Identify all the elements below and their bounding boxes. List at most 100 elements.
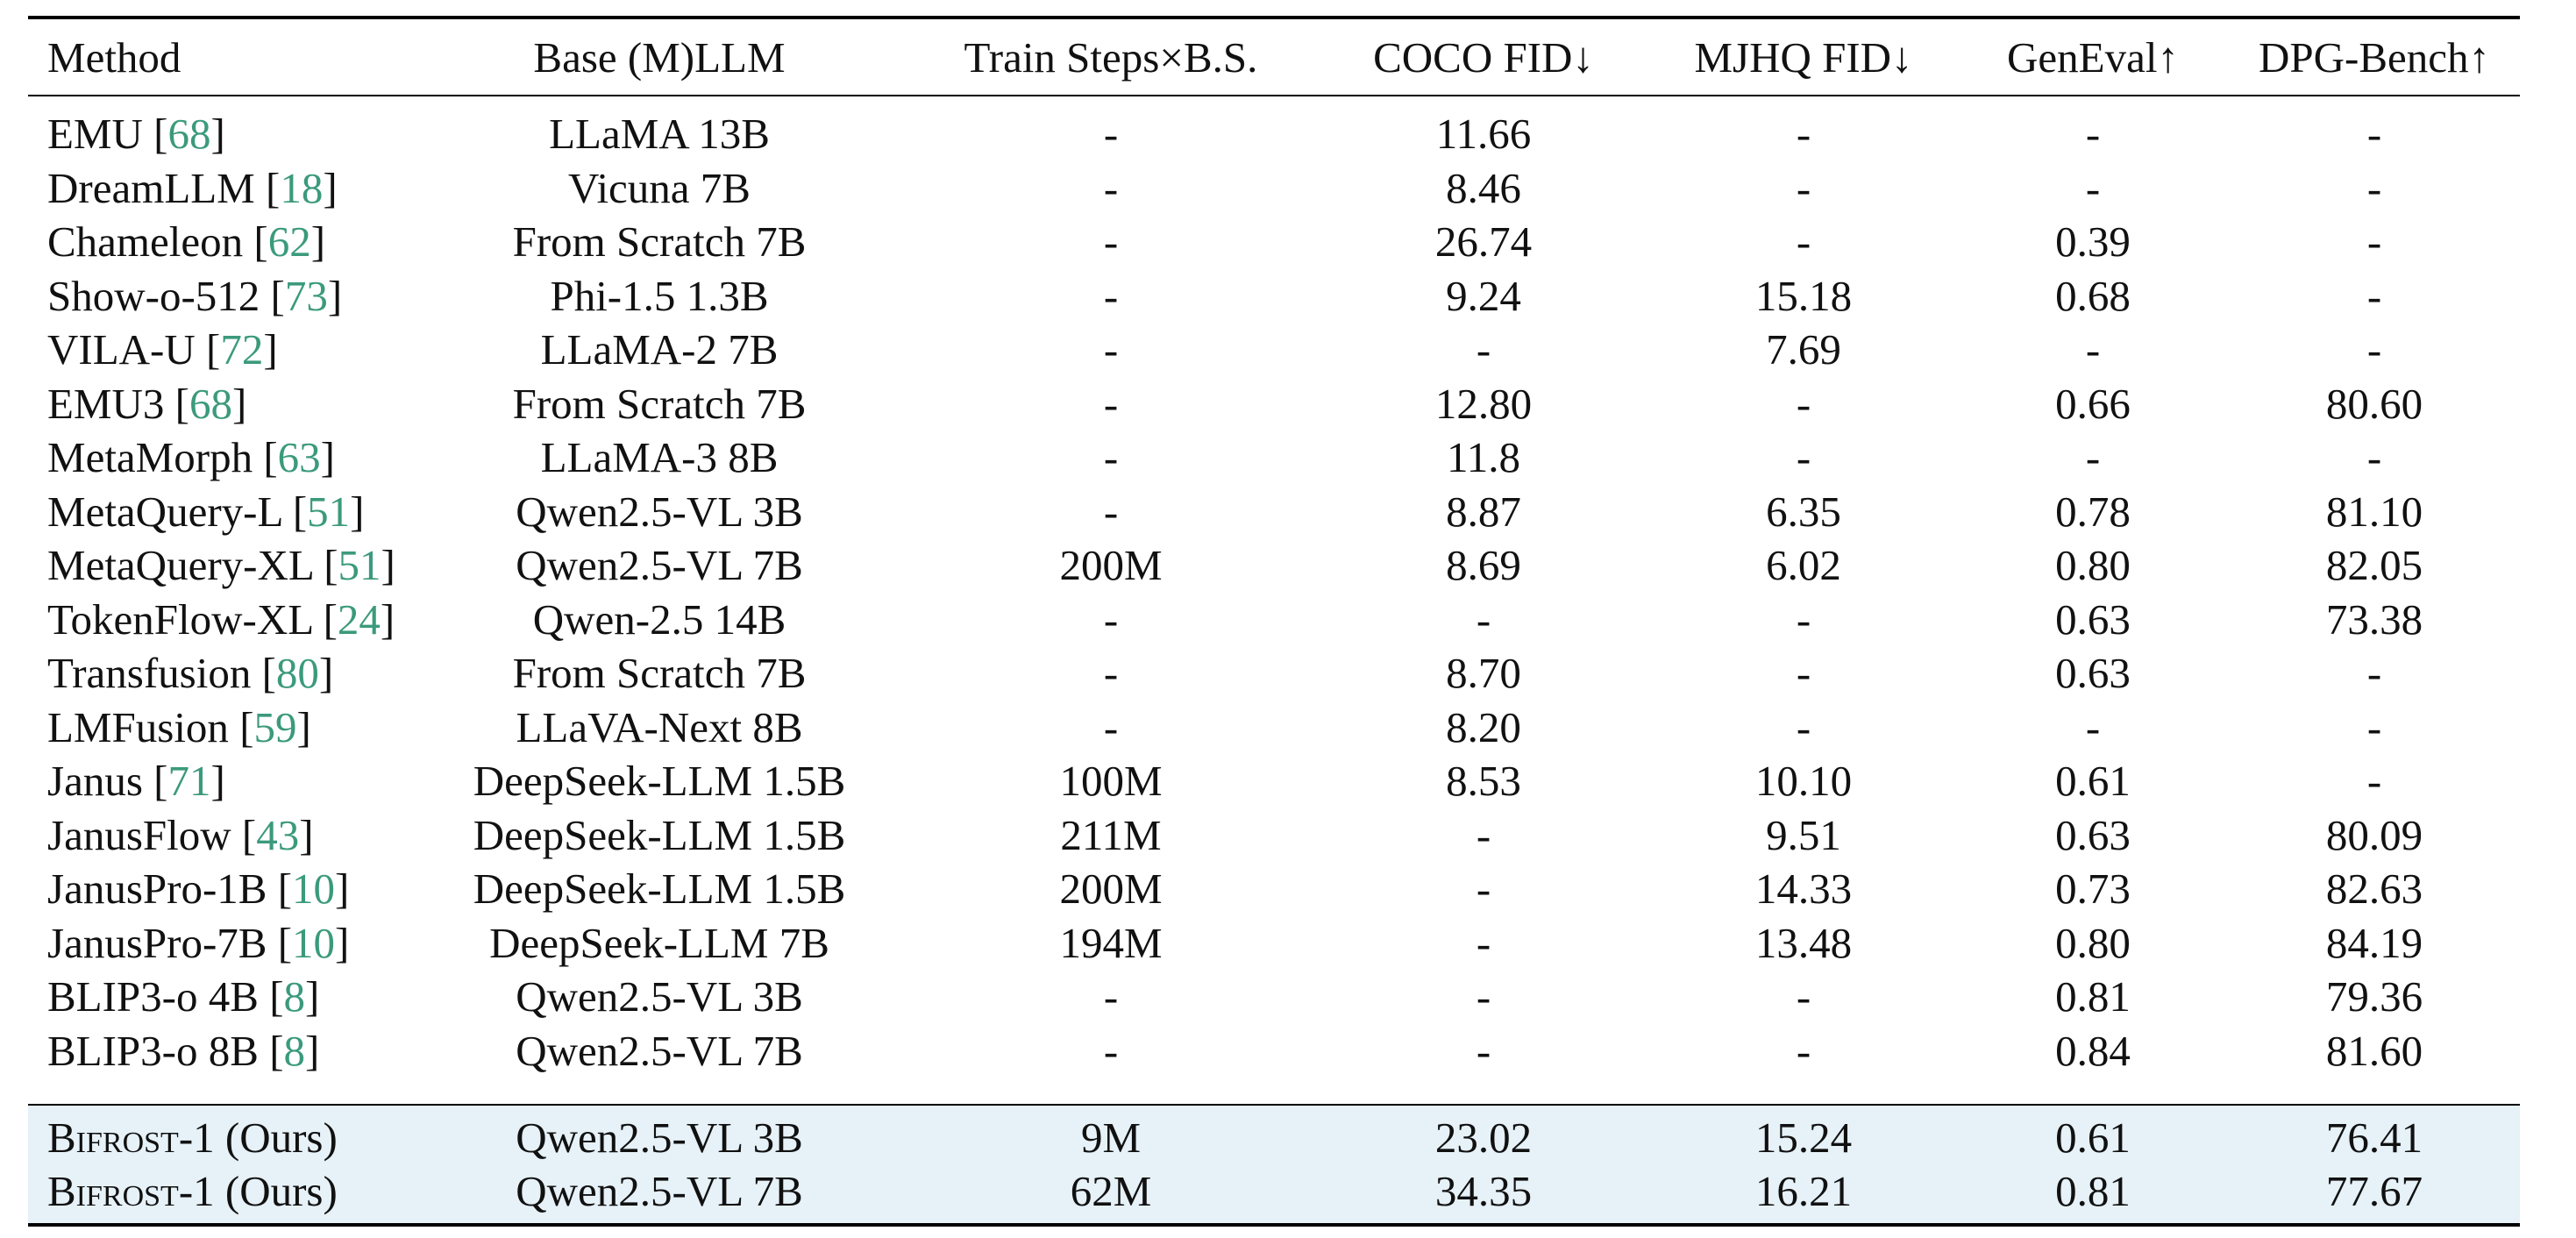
citation-number[interactable]: 72 xyxy=(220,325,264,374)
dpg-bench-cell: 84.19 xyxy=(2325,918,2423,967)
citation[interactable]: [51] xyxy=(292,487,365,536)
geneval-cell: 0.80 xyxy=(2055,541,2131,590)
base-llm-cell: Qwen2.5-VL 7B xyxy=(516,1026,803,1075)
coco-fid-cell: 8.70 xyxy=(1446,649,1521,698)
base-llm-cell: DeepSeek-LLM 7B xyxy=(489,918,829,967)
train-steps-cell: 211M xyxy=(1060,810,1162,859)
citation[interactable]: [10] xyxy=(277,918,350,967)
citation[interactable]: [10] xyxy=(277,864,350,914)
coco-fid-cell: 26.74 xyxy=(1434,217,1533,267)
citation-number[interactable]: 63 xyxy=(277,433,321,482)
citation[interactable]: [72] xyxy=(205,325,278,374)
citation-number[interactable]: 18 xyxy=(280,163,324,212)
mjhq-fid-cell: - xyxy=(1796,163,1811,212)
geneval-cell: - xyxy=(2085,433,2101,482)
column-header-base-llm: Base (M)LLM xyxy=(533,32,786,82)
method-cell: MetaMorph [63] xyxy=(28,436,414,479)
mjhq-fid-cell: 16.21 xyxy=(1754,1167,1853,1215)
table-row: MetaQuery-XL [51] Qwen2.5-VL 7B 200M 8.69 6.… xyxy=(28,538,2520,593)
citation[interactable]: [63] xyxy=(263,433,335,482)
citation[interactable]: [80] xyxy=(261,649,334,698)
citation[interactable]: [24] xyxy=(323,594,395,644)
method-cell: JanusFlow [43] xyxy=(28,814,414,857)
train-steps-cell: - xyxy=(1103,487,1119,536)
citation[interactable]: [71] xyxy=(153,757,225,806)
geneval-cell: 0.61 xyxy=(2055,1113,2131,1162)
citation[interactable]: [8] xyxy=(269,972,320,1021)
dpg-bench-cell: 81.10 xyxy=(2325,487,2423,536)
citation[interactable]: [51] xyxy=(324,541,395,590)
results-table: Method Base (M)LLM Train Steps×B.S. COCO… xyxy=(28,16,2520,1227)
mjhq-fid-cell: - xyxy=(1796,217,1811,267)
citation[interactable]: [8] xyxy=(269,1026,320,1075)
citation[interactable]: [62] xyxy=(253,217,326,267)
train-steps-cell: 200M xyxy=(1059,541,1163,590)
citation[interactable]: [59] xyxy=(239,702,311,751)
citation[interactable]: [68] xyxy=(174,379,247,428)
train-steps-cell: - xyxy=(1103,649,1119,698)
table-row: Show-o-512 [73] Phi-1.5 1.3B - 9.24 15.18 0.6… xyxy=(28,269,2520,324)
citation-number[interactable]: 8 xyxy=(283,972,306,1021)
table-row: MetaQuery-L [51] Qwen2.5-VL 3B - 8.87 6.35 0.… xyxy=(28,485,2520,539)
citation-number[interactable]: 68 xyxy=(189,379,232,428)
ours-label: (Ours) xyxy=(224,1167,338,1215)
method-cell: BLIP3-o 8B [8] xyxy=(28,1029,414,1072)
table-row: Janus [71] DeepSeek-LLM 1.5B 100M 8.53 10.10… xyxy=(28,754,2520,808)
citation-number[interactable]: 51 xyxy=(307,487,351,536)
citation[interactable]: [43] xyxy=(241,810,314,859)
dpg-bench-cell: 81.60 xyxy=(2325,1026,2423,1075)
coco-fid-cell: 8.20 xyxy=(1446,702,1521,751)
method-name: JanusPro-7B xyxy=(47,918,267,967)
method-name: JanusPro-1B xyxy=(47,864,267,914)
dpg-bench-cell: 77.67 xyxy=(2325,1167,2423,1215)
train-steps-cell: - xyxy=(1103,594,1119,644)
coco-fid-cell: - xyxy=(1476,325,1491,374)
citation-number[interactable]: 43 xyxy=(256,810,300,859)
citation-number[interactable]: 24 xyxy=(337,594,381,644)
method-cell: Transfusion [80] xyxy=(28,651,414,694)
citation[interactable]: [73] xyxy=(270,271,343,320)
citation-number[interactable]: 68 xyxy=(167,110,211,159)
base-llm-cell: DeepSeek-LLM 1.5B xyxy=(473,757,846,806)
base-llm-cell: Qwen2.5-VL 3B xyxy=(516,972,803,1021)
citation-number[interactable]: 10 xyxy=(292,918,336,967)
method-name: BLIP3-o 8B xyxy=(47,1026,259,1075)
train-steps-cell: 200M xyxy=(1059,864,1163,914)
column-header-train-steps: Train Steps×B.S. xyxy=(964,32,1258,82)
method-name: JanusFlow xyxy=(47,810,231,859)
method-cell: MetaQuery-L [51] xyxy=(28,490,414,533)
dpg-bench-cell: 79.36 xyxy=(2325,972,2423,1021)
method-cell: EMU [68] xyxy=(28,112,414,155)
method-name: Show-o-512 xyxy=(47,271,260,320)
method-name: MetaQuery-L xyxy=(47,487,282,536)
table-row: BLIP3-o 4B [8] Qwen2.5-VL 3B - - - 0.81 79.36 xyxy=(28,970,2520,1024)
citation[interactable]: [68] xyxy=(153,110,225,159)
mjhq-fid-cell: - xyxy=(1796,594,1811,644)
mjhq-fid-cell: - xyxy=(1796,110,1811,159)
citation-number[interactable]: 10 xyxy=(292,864,336,914)
method-name: Janus xyxy=(47,757,143,806)
method-cell: MetaQuery-XL [51] xyxy=(28,544,414,587)
method-name: LMFusion xyxy=(47,702,229,751)
citation-number[interactable]: 71 xyxy=(167,757,211,806)
citation-number[interactable]: 73 xyxy=(284,271,328,320)
base-llm-cell: From Scratch 7B xyxy=(512,217,807,267)
base-llm-cell: LLaMA-3 8B xyxy=(540,433,779,482)
ours-separator-rule xyxy=(28,1104,2520,1106)
citation-number[interactable]: 51 xyxy=(338,541,381,590)
citation[interactable]: [18] xyxy=(266,163,338,212)
coco-fid-cell: 9.24 xyxy=(1446,271,1521,320)
citation-number[interactable]: 62 xyxy=(267,217,311,267)
dpg-bench-cell: 76.41 xyxy=(2325,1113,2423,1162)
citation-number[interactable]: 8 xyxy=(283,1026,306,1075)
dpg-bench-cell: 80.09 xyxy=(2325,810,2423,859)
citation-number[interactable]: 80 xyxy=(275,649,319,698)
citation-number[interactable]: 59 xyxy=(253,702,297,751)
coco-fid-cell: 34.35 xyxy=(1434,1167,1533,1215)
geneval-cell: 0.63 xyxy=(2055,810,2131,859)
method-name: TokenFlow-XL xyxy=(47,594,313,644)
ours-rows: Bifrost-1 (Ours) Qwen2.5-VL 3B 9M 23.02 15.2… xyxy=(28,1106,2520,1223)
table-row: JanusPro-7B [10] DeepSeek-LLM 7B 194M - 13.4… xyxy=(28,916,2520,971)
column-header-coco-fid: COCO FID↓ xyxy=(1373,32,1594,82)
dpg-bench-cell: - xyxy=(2366,649,2382,698)
